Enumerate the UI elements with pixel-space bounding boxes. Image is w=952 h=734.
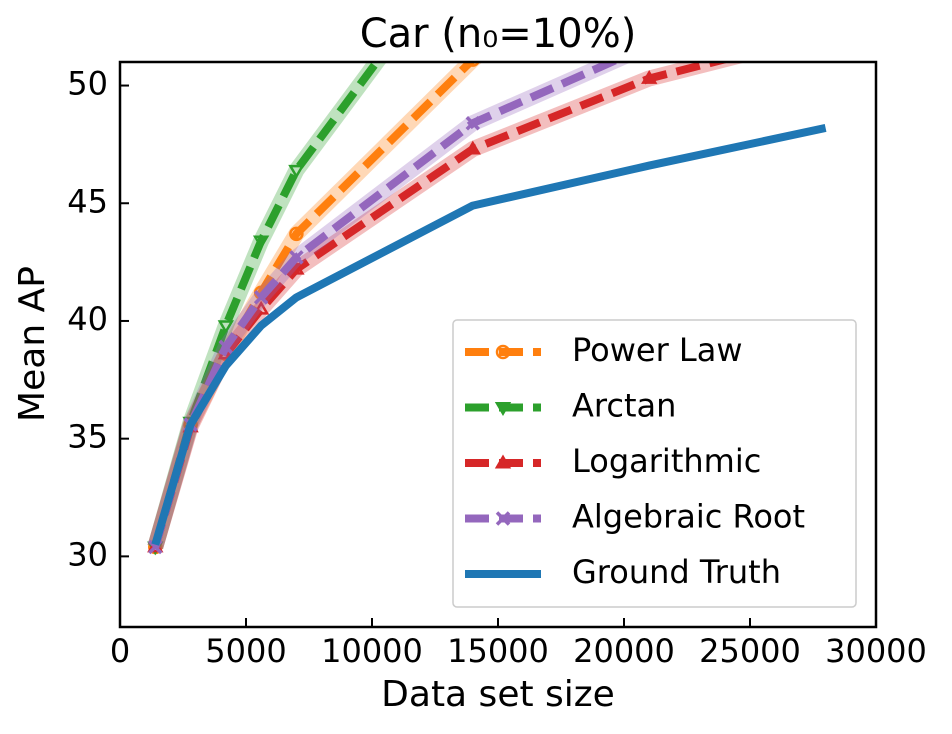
legend-label: Algebraic Root <box>572 498 805 536</box>
x-axis-label: Data set size <box>381 674 615 715</box>
marker <box>465 115 481 131</box>
x-tick-label: 5000 <box>205 632 286 670</box>
line <box>151 124 827 546</box>
x-tick-label: 25000 <box>699 632 801 670</box>
y-tick-label: 40 <box>67 300 108 338</box>
marker <box>289 226 304 242</box>
legend-label: Power Law <box>572 331 743 369</box>
plot-area <box>147 28 832 556</box>
marker <box>494 454 512 469</box>
y-tick-label: 45 <box>67 182 108 220</box>
marker <box>252 300 270 315</box>
marker <box>495 511 511 526</box>
marker <box>643 40 655 52</box>
x-tick-label: 20000 <box>573 632 675 670</box>
legend-label: Arctan <box>572 387 676 425</box>
marker <box>253 290 269 305</box>
marker <box>218 339 234 355</box>
y-axis-label: Mean AP <box>12 266 53 422</box>
marker <box>288 260 305 275</box>
legend-frame <box>452 319 857 608</box>
marker <box>288 164 305 179</box>
y-tick-label: 35 <box>67 418 108 456</box>
x-tick-label: 10000 <box>321 632 423 670</box>
marker <box>289 250 304 265</box>
marker <box>820 28 832 38</box>
marker <box>641 70 658 84</box>
x-tick-label: 0 <box>110 632 130 670</box>
marker <box>464 140 481 155</box>
marker <box>252 235 270 250</box>
y-tick-label: 30 <box>67 535 108 573</box>
legend-label: Logarithmic <box>572 442 761 480</box>
marker <box>494 402 512 416</box>
marker <box>495 344 511 360</box>
y-tick-label: 50 <box>67 65 108 103</box>
x-tick-label: 15000 <box>447 632 549 670</box>
marker <box>217 320 235 335</box>
x-tick-label: 30000 <box>825 632 927 670</box>
chart-title: Car (n₀=10%) <box>360 11 637 57</box>
legend-label: Ground Truth <box>572 553 781 591</box>
marker <box>465 62 480 67</box>
